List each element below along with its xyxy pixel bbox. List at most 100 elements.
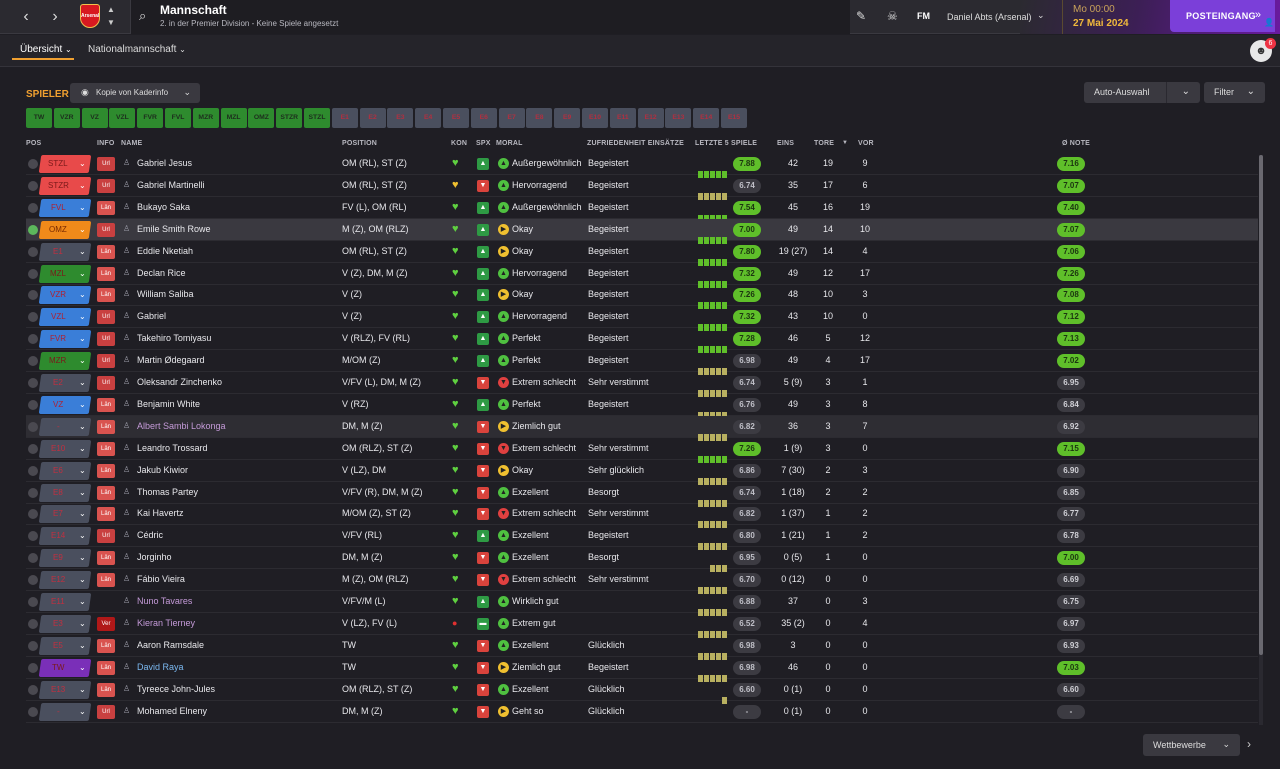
table-row[interactable]: E13 ⌄ Län ♙ Tyreece John-Jules OM (RLZ), ST (… (26, 679, 1258, 704)
skull-icon[interactable]: ☠ (887, 9, 898, 23)
chevron-right-icon[interactable]: › (1247, 737, 1251, 751)
position-selector[interactable]: E10 ⌄ (38, 439, 92, 458)
info-badge[interactable]: Län (97, 638, 115, 653)
select-checkbox[interactable] (28, 180, 38, 191)
info-badge[interactable]: Län (97, 682, 115, 697)
select-checkbox[interactable] (28, 312, 38, 323)
table-row[interactable]: STZR ⌄ Url ♙ Gabriel Martinelli OM (RL), ST (… (26, 175, 1258, 200)
col-info[interactable]: INFO (97, 140, 115, 147)
slot-chip[interactable]: E5 (443, 108, 469, 128)
col-apps[interactable]: EINS (777, 140, 795, 147)
table-row[interactable]: E14 ⌄ Url ♙ Cédric V/FV (RL) ♥ ▲ ▲ Exzellent Begei… (26, 525, 1258, 551)
select-checkbox[interactable] (28, 575, 38, 586)
scrollbar-thumb[interactable] (1259, 155, 1263, 655)
player-name[interactable]: William Saliba (137, 289, 194, 300)
search-icon[interactable]: ⌕ (139, 8, 147, 23)
info-badge[interactable]: Län (97, 507, 115, 522)
slot-chip[interactable]: E3 (387, 108, 414, 128)
slot-chip[interactable]: E8 (526, 108, 553, 128)
slot-chip[interactable]: E4 (415, 108, 442, 128)
back-arrow-icon[interactable]: ‹ (23, 8, 29, 25)
info-badge[interactable]: Url (97, 332, 115, 347)
position-selector[interactable]: VZR ⌄ (38, 286, 92, 305)
info-badge[interactable]: Url (97, 529, 115, 544)
info-badge[interactable]: Län (97, 244, 115, 259)
player-name[interactable]: Gabriel (137, 311, 167, 322)
select-checkbox[interactable] (28, 224, 38, 235)
table-row[interactable]: VZL ⌄ Url ♙ Gabriel V (Z) ♥ ▲ ▲ Hervorragend Begei… (26, 306, 1258, 332)
table-row[interactable]: E3 ⌄ Ver ♙ Kieran Tierney V (LZ), FV (L) ● ▬ ▲ Ex… (26, 613, 1258, 638)
position-selector[interactable]: TW ⌄ (38, 658, 92, 677)
position-selector[interactable]: MZR ⌄ (38, 352, 92, 371)
select-checkbox[interactable] (28, 640, 38, 651)
slot-chip[interactable]: E1 (331, 108, 358, 128)
position-selector[interactable]: E9 ⌄ (38, 549, 92, 568)
position-selector[interactable]: FVL ⌄ (38, 198, 92, 217)
select-checkbox[interactable] (28, 531, 38, 542)
position-selector[interactable]: E6 ⌄ (38, 461, 92, 480)
info-badge[interactable]: Url (97, 222, 115, 237)
select-checkbox[interactable] (28, 684, 38, 695)
col-position[interactable]: POSITION (342, 140, 378, 147)
col-avg-rating[interactable]: Ø NOTE (1062, 140, 1091, 147)
info-badge[interactable]: Län (97, 551, 115, 566)
table-row[interactable]: E11 ⌄ ♙ Nuno Tavares V/FV/M (L) ♥ ▲ ▲ Wirklich g… (26, 591, 1258, 616)
player-name[interactable]: Albert Sambi Lokonga (137, 420, 226, 431)
player-name[interactable]: Eddie Nketiah (137, 245, 194, 256)
position-selector[interactable]: STZR ⌄ (38, 176, 92, 195)
select-checkbox[interactable] (28, 597, 38, 607)
player-name[interactable]: Kai Havertz (137, 508, 184, 519)
slot-chip[interactable]: MZL (220, 108, 247, 128)
table-row[interactable]: E9 ⌄ Län ♙ Jorginho DM, M (Z) ♥ ▼ ▲ Exzellent Beso… (26, 547, 1258, 573)
col-pos[interactable]: POS (26, 140, 42, 147)
position-selector[interactable]: STZL ⌄ (38, 155, 92, 173)
position-selector[interactable]: MZL ⌄ (38, 264, 92, 283)
fm-logo[interactable]: FM (917, 11, 930, 21)
position-selector[interactable]: E2 ⌄ (38, 374, 92, 392)
position-selector[interactable]: E13 ⌄ (38, 680, 92, 699)
user-icon[interactable]: 👤 (1264, 18, 1274, 27)
player-name[interactable]: Benjamin White (137, 398, 201, 409)
filter-button[interactable]: Filter ⌄ (1204, 82, 1265, 103)
club-crest[interactable]: Arsenal (80, 4, 100, 28)
info-badge[interactable]: Län (97, 397, 115, 412)
table-row[interactable]: FVR ⌄ Url ♙ Takehiro Tomiyasu V (RLZ), FV (RL… (26, 328, 1258, 354)
position-selector[interactable]: VZ ⌄ (38, 395, 92, 414)
slot-chip[interactable]: E15 (721, 108, 747, 128)
position-selector[interactable]: E5 ⌄ (38, 636, 92, 655)
info-badge[interactable]: Url (97, 310, 115, 325)
inbox-button[interactable]: POSTEINGANG » (1170, 0, 1275, 32)
table-row[interactable]: MZL ⌄ Län ♙ Declan Rice V (Z), DM, M (Z) ♥ ▲ ▲ He… (26, 263, 1258, 288)
slot-chip[interactable]: STZR (276, 108, 303, 128)
select-checkbox[interactable] (28, 509, 38, 520)
select-checkbox[interactable] (28, 618, 38, 629)
slot-chip[interactable]: E7 (498, 108, 525, 128)
slot-chip[interactable]: E13 (665, 108, 692, 128)
info-badge[interactable]: Län (97, 419, 115, 434)
slot-chip[interactable]: VZR (53, 108, 80, 128)
auto-select-button[interactable]: Auto-Auswahl ⌄ (1084, 82, 1200, 103)
table-row[interactable]: FVL ⌄ Län ♙ Bukayo Saka FV (L), OM (RL) ♥ ▲ ▲ Auß… (26, 197, 1258, 222)
select-checkbox[interactable] (28, 356, 38, 367)
info-badge[interactable]: Län (97, 660, 115, 675)
player-name[interactable]: David Raya (137, 661, 184, 672)
table-row[interactable]: MZR ⌄ Url ♙ Martin Ødegaard M/OM (Z) ♥ ▲ ▲ Perfek… (26, 350, 1258, 376)
col-spx[interactable]: SPX (476, 140, 491, 147)
select-checkbox[interactable] (28, 268, 38, 279)
player-name[interactable]: Jorginho (137, 552, 172, 563)
slot-chip[interactable]: VZL (109, 108, 136, 128)
table-row[interactable]: VZR ⌄ Län ♙ William Saliba V (Z) ♥ ▲ ▶ Okay Begeis… (26, 284, 1258, 310)
table-row[interactable]: E5 ⌄ Län ♙ Aaron Ramsdale TW ♥ ▼ ▲ Exzellent Glück… (26, 635, 1258, 660)
player-name[interactable]: Takehiro Tomiyasu (137, 333, 212, 344)
select-checkbox[interactable] (28, 290, 38, 301)
info-badge[interactable]: Url (97, 354, 115, 369)
edit-icon[interactable]: ✎ (856, 9, 867, 23)
slot-chip[interactable]: E14 (693, 108, 720, 128)
info-badge[interactable]: Län (97, 485, 115, 500)
table-row[interactable]: - ⌄ Url ♙ Mohamed Elneny DM, M (Z) ♥ ▼ ▶ Geht so G… (26, 701, 1258, 723)
slot-chip[interactable]: FVL (165, 108, 191, 128)
col-satisfaction[interactable]: ZUFRIEDENHEIT EINSÄTZE (587, 140, 684, 147)
player-name[interactable]: Mohamed Elneny (137, 705, 208, 716)
player-name[interactable]: Cédric (137, 530, 164, 541)
select-checkbox[interactable] (28, 246, 38, 257)
